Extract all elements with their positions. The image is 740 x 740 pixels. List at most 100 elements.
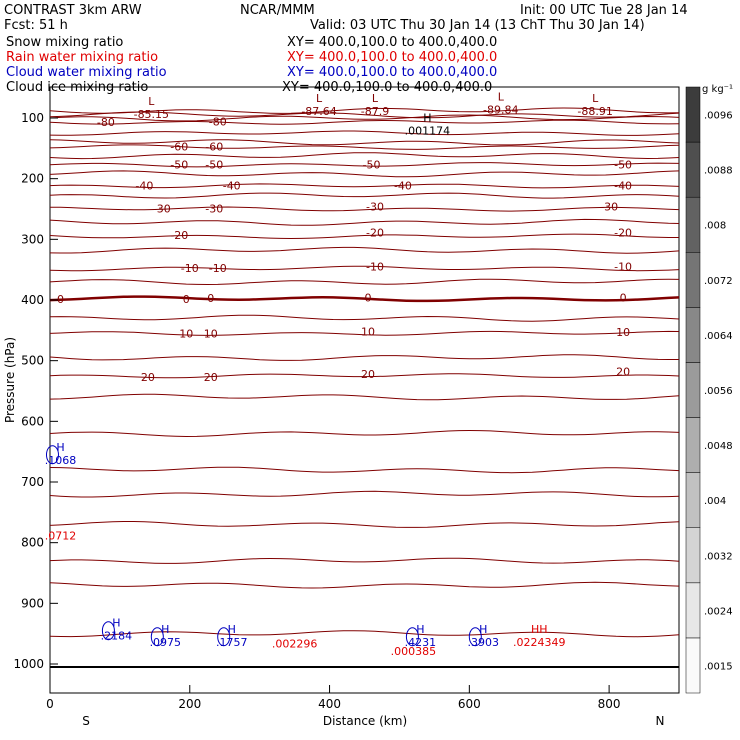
colorbar-segment [685,582,701,639]
contour-label: 0 [364,292,371,305]
extremum-marker: HH [531,623,548,636]
contour-label: -30 [205,202,223,215]
colorbar-label: .0096 [704,111,733,122]
y-tick-label: 600 [21,414,44,428]
colorbar-segment [685,141,701,198]
contour-line [49,314,680,322]
extremum-value: -89.84 [483,104,518,117]
colorbar-label: .0032 [704,551,733,562]
contour-line [49,111,680,119]
isotherm--10 [49,265,680,272]
contour-label: 20 [141,371,155,384]
field-rain-xy: XY= 400.0,100.0 to 400.0,400.0 [287,50,497,65]
contour-label: -50 [205,159,223,172]
colorbar-segment [685,252,701,308]
contour-label: 10 [361,326,375,339]
colorbar-segment [685,196,701,253]
center-title: NCAR/MMM [240,3,315,18]
contour-line [49,466,680,474]
colorbar-units: g kg⁻¹ [702,84,733,95]
contour-label: 20 [616,366,630,379]
colorbar: .0015 .0024 .0032 .004 .0048 .0056 .0064 .0072.… [685,84,733,694]
contour-label: -60 [170,141,188,154]
field-snow-name: Snow mixing ratio [6,35,123,50]
isotherm-0 [49,295,680,303]
extremum-value: .3903 [468,636,500,649]
contour-label: -20 [614,227,632,240]
colorbar-label: .004 [704,496,726,507]
contour-layer [49,107,680,638]
contour-line [49,278,680,286]
x-end-label-south: S [82,714,90,728]
y-tick-label: 500 [21,354,44,368]
contour-label: -80 [209,116,227,129]
colorbar-label: .0064 [704,331,733,342]
extremum-marker: H [161,623,169,636]
contour-line [49,630,680,638]
contour-label: 0 [183,293,190,306]
valid-time: Valid: 03 UTC Thu 30 Jan 14 (13 ChT Thu … [310,18,645,33]
colorbar-segment [685,86,701,143]
colorbar-segment [685,417,701,473]
x-tick-label: 800 [598,697,621,711]
contour-label: -10 [209,262,227,275]
y-tick-label: 200 [21,172,44,186]
extremum-value: .002296 [272,638,318,651]
axes-layer: 0 200 400 600 800100200300400500600700800900… [13,111,620,711]
x-axis-title: Distance (km) [323,714,407,728]
extrema-layer: L-85.15L-87.64L-87.9L-89.84L-88.91H.0011… [45,91,613,658]
contour-label: -10 [181,262,199,275]
contour-line [49,246,680,254]
extremum-value: .0224349 [513,636,566,649]
y-tick-label: 1000 [13,657,44,671]
colorbar-label: .0088 [704,166,733,177]
contour-line [49,170,680,178]
colorbar-label: .008 [704,221,726,232]
extremum-value: .1757 [216,636,248,649]
x-tick-label: 400 [318,697,341,711]
contour-line [49,354,679,361]
colorbar-segment [685,362,701,418]
contour-label: -50 [363,159,381,172]
model-title: CONTRAST 3km ARW [4,3,142,18]
isotherm--80 [49,119,680,125]
isotherm--40 [49,183,680,189]
extremum-value: .001174 [405,124,451,137]
contour-label: -60 [205,141,223,154]
extremum-marker: L [372,92,379,105]
y-tick-label: 800 [21,536,44,550]
contour-label: 0 [57,293,64,306]
contour-line [49,557,680,564]
extremum-value: .0975 [150,636,182,649]
contour-line [49,107,680,114]
contour-label: -30 [153,202,171,215]
extremum-marker: H [423,111,431,124]
contour-line [49,521,680,528]
colorbar-label: .0024 [704,606,733,617]
init-time: Init: 00 UTC Tue 28 Jan 14 [520,3,688,18]
contour-label: -40 [614,179,632,192]
extremum-marker: L [592,92,599,105]
contour-line [49,192,680,199]
y-tick-label: 400 [21,293,44,307]
isotherm--30 [49,206,680,212]
contour-line [49,393,680,401]
x-tick-label: 200 [178,697,201,711]
field-rain-name: Rain water mixing ratio [6,50,158,65]
colorbar-label: .0072 [704,276,733,287]
isotherm--20 [49,233,679,240]
contour-label: -40 [223,179,241,192]
contour-label: 0 [207,292,214,305]
contour-label: -40 [394,179,412,192]
contour-label-layer: -80 -80-60 -60-50 -50 -50 -50-40 -40 -40 -40-30-… [57,116,632,384]
extremum-value: .2184 [101,630,133,643]
isotherm--60 [49,144,680,150]
extremum-value: -88.91 [577,105,612,118]
contour-label: -30 [366,201,384,214]
contour-label: -50 [614,159,632,172]
extremum-marker: H [228,623,236,636]
isotherm--70 [49,130,680,136]
colorbar-segment [685,637,701,694]
extremum-marker: L [148,95,155,108]
contour-label: -20 [366,227,384,240]
